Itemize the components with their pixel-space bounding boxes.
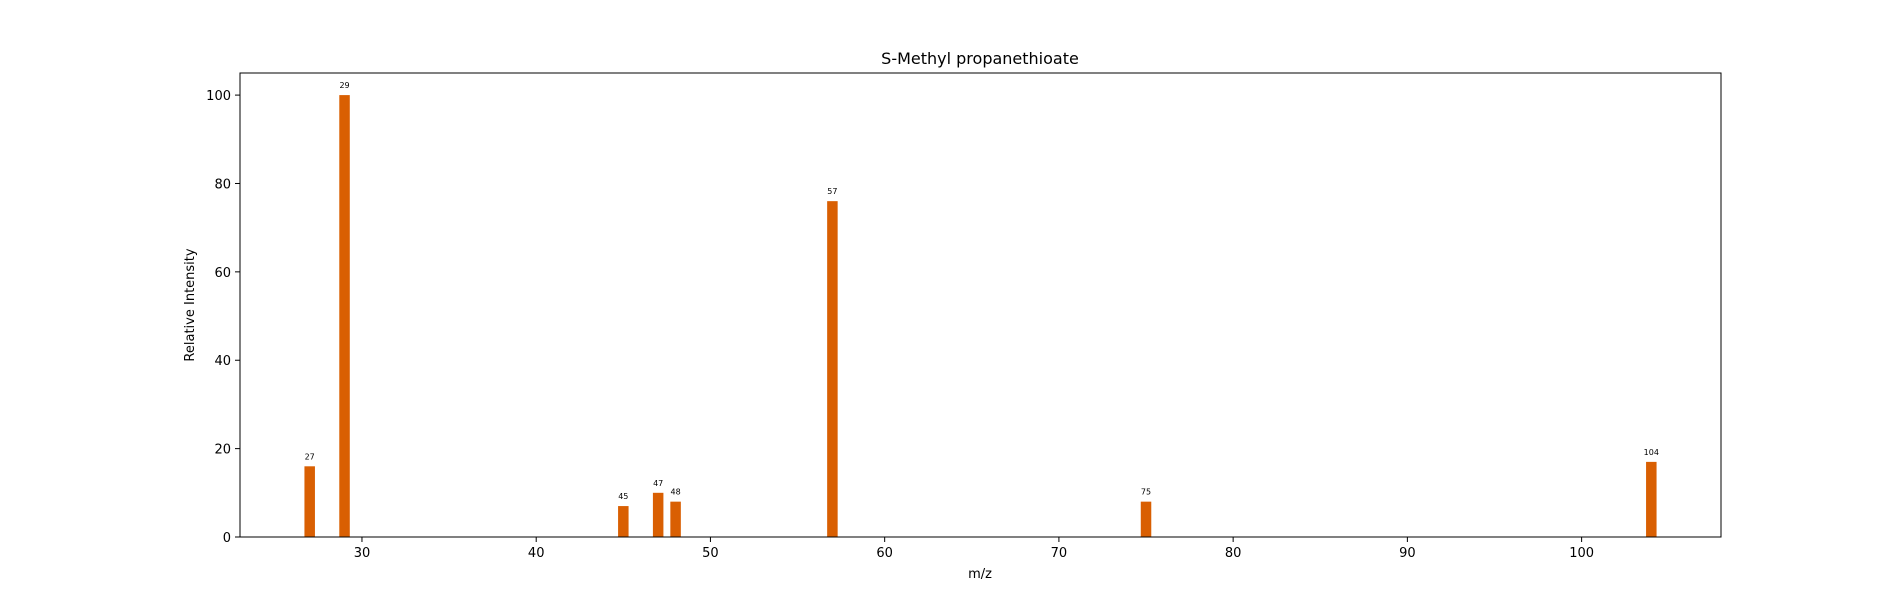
y-tick-label-100: 100 bbox=[206, 89, 231, 104]
data-label-mz-27: 27 bbox=[305, 452, 315, 461]
x-tick-label-80: 80 bbox=[1225, 546, 1242, 561]
bar-mz-104 bbox=[1646, 461, 1657, 537]
x-axis-label: m/z bbox=[968, 567, 992, 582]
bar-mz-45 bbox=[618, 506, 629, 537]
bar-mz-75 bbox=[1140, 501, 1152, 537]
bar-mz-47 bbox=[652, 492, 664, 537]
x-tick-label-50: 50 bbox=[702, 546, 719, 561]
plot-frame bbox=[239, 72, 1722, 538]
data-label-mz-45: 45 bbox=[618, 492, 628, 501]
x-tick-label-100: 100 bbox=[1569, 546, 1594, 561]
x-tick-label-90: 90 bbox=[1399, 546, 1416, 561]
data-label-mz-75: 75 bbox=[1141, 488, 1151, 497]
ticks-layer: 30 40 50 60 70 80 90 100 0 20 40 60 80 100 bbox=[206, 89, 1594, 561]
bars-layer bbox=[304, 95, 1657, 537]
y-tick-label-60: 60 bbox=[214, 266, 231, 281]
bar-mz-57 bbox=[827, 201, 838, 537]
bar-mz-27 bbox=[304, 466, 315, 537]
data-label-mz-47: 47 bbox=[653, 479, 663, 488]
data-label-mz-104: 104 bbox=[1644, 448, 1659, 457]
y-axis-label: Relative Intensity bbox=[183, 248, 198, 361]
x-tick-label-60: 60 bbox=[876, 546, 893, 561]
y-tick-label-20: 20 bbox=[214, 443, 231, 458]
y-tick-label-80: 80 bbox=[214, 177, 231, 192]
x-tick-label-70: 70 bbox=[1051, 546, 1068, 561]
data-labels-layer: 27 29 45 47 48 57 75 104 bbox=[305, 81, 1659, 501]
chart-title: S-Methyl propanethioate bbox=[881, 49, 1079, 68]
x-tick-label-40: 40 bbox=[528, 546, 545, 561]
y-tick-label-40: 40 bbox=[214, 354, 231, 369]
y-tick-label-0: 0 bbox=[223, 531, 231, 546]
x-tick-label-30: 30 bbox=[354, 546, 371, 561]
data-label-mz-48: 48 bbox=[670, 488, 680, 497]
data-label-mz-57: 57 bbox=[827, 187, 837, 196]
bar-mz-48 bbox=[670, 501, 681, 537]
bar-mz-29 bbox=[339, 95, 350, 537]
data-label-mz-29: 29 bbox=[339, 81, 349, 90]
